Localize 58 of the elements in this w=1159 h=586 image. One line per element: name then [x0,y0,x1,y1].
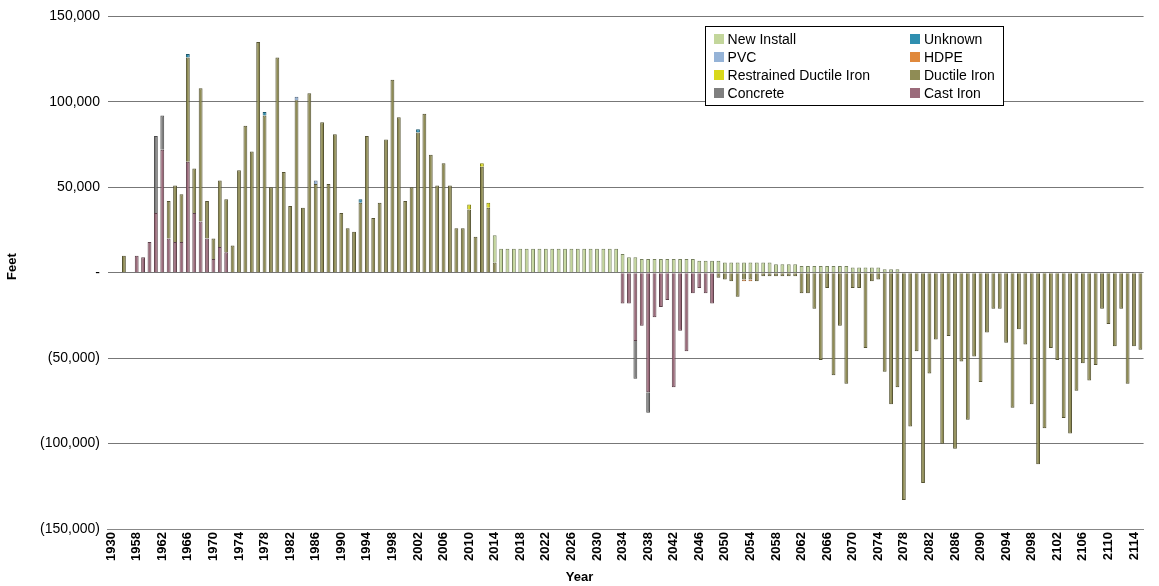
x-tick-label: 1982 [281,532,297,561]
x-tick-label: 2066 [818,532,834,561]
x-tick-label: 2038 [639,532,655,561]
y-tick-label: (100,000) [39,434,100,451]
legend-label: Unknown [923,30,983,49]
legend-label: Restrained Ductile Iron [727,66,870,85]
legend-label: Ductile Iron [923,66,995,85]
x-tick-label: 1974 [230,531,246,561]
x-tick-label: 2062 [793,532,809,561]
x-tick-label: 2070 [844,532,860,561]
x-tick-label: 1966 [179,532,195,561]
legend-label: PVC [727,48,757,67]
x-tick-label: 2098 [1023,532,1039,561]
x-tick-label: 2078 [895,532,911,561]
x-tick-label: 1962 [153,532,169,561]
legend-label: HDPE [923,48,963,67]
y-tick-label: (50,000) [47,349,100,366]
x-tick-label: 2014 [486,531,502,561]
x-tick-label: 1970 [204,532,220,561]
x-tick-label: 2002 [409,532,425,561]
y-axis-title: Feet [4,253,19,280]
x-tick-label: 2030 [588,532,604,561]
x-tick-label: 2034 [614,531,630,561]
x-tick-label: 2022 [537,532,553,561]
x-tick-label: 2018 [511,532,527,561]
x-tick-label: 1930 [102,532,118,561]
x-tick-label: 2010 [460,532,476,561]
legend-label: Cast Iron [923,84,981,103]
y-tick-label: - [95,263,101,280]
y-tick-label: 150,000 [49,7,101,24]
x-tick-label: 2110 [1100,532,1115,561]
x-tick-label: 1998 [383,532,399,561]
legend-label: New Install [727,30,797,49]
x-tick-label: 2106 [1074,532,1090,561]
x-tick-label: 1958 [128,532,144,561]
x-tick-label: 2102 [1048,532,1064,561]
x-tick-label: 2082 [921,532,936,561]
x-tick-label: 2026 [563,532,578,561]
x-tick-label: 2050 [716,532,732,561]
y-tick-label: 50,000 [57,178,101,195]
x-tick-label: 2074 [869,531,885,561]
x-tick-label: 2086 [946,532,962,561]
x-axis-title: Year [564,569,595,584]
x-tick-label: 2046 [690,532,706,561]
y-tick-label: 100,000 [49,92,101,109]
x-tick-label: 2058 [767,532,783,561]
x-tick-label: 1978 [256,532,272,561]
x-tick-label: 1990 [332,532,348,561]
x-tick-label: 2006 [435,532,451,561]
x-tick-label: 2114 [1125,531,1141,561]
x-tick-label: 2094 [997,531,1013,561]
x-tick-label: 1986 [307,532,323,561]
x-tick-label: 2042 [665,532,681,561]
y-tick-label: (150,000) [39,519,100,536]
x-tick-label: 2054 [742,531,757,561]
legend-label: Concrete [727,84,785,103]
x-tick-label: 1994 [358,531,374,561]
x-tick-label: 2090 [972,532,988,561]
